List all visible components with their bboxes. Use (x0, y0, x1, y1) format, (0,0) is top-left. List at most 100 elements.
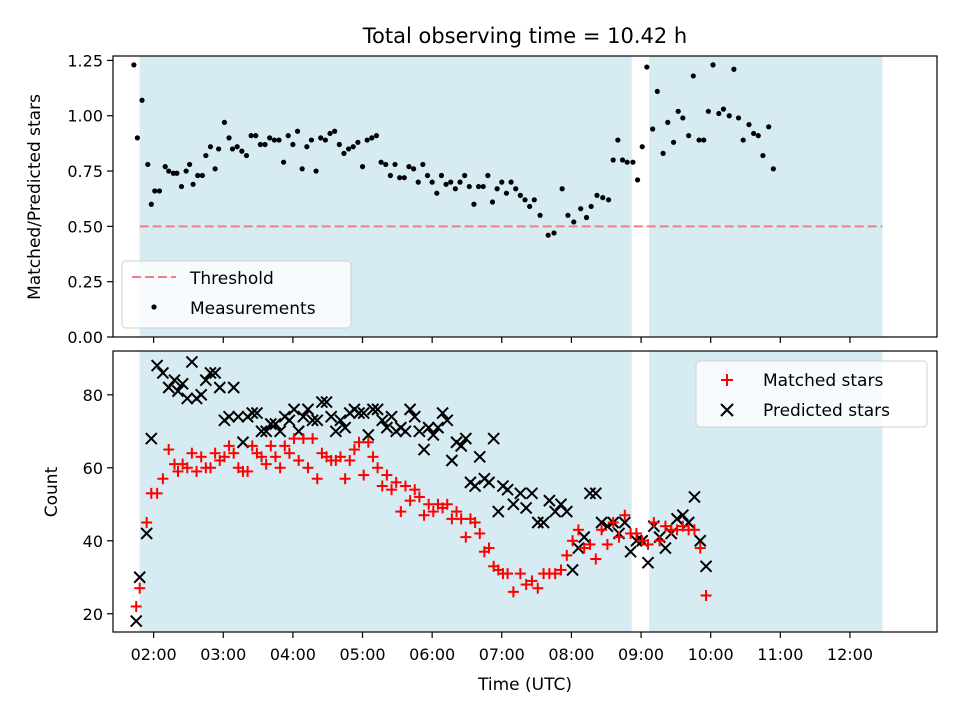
predicted-star-stroke (199, 373, 213, 387)
predicted-star-stroke (194, 388, 208, 401)
x-tick-label: 07:00 (479, 645, 525, 664)
top-y-tick-label: 1.00 (67, 107, 103, 126)
matched-star-marker (395, 506, 407, 518)
predicted-star-stroke (403, 403, 417, 416)
predicted-star-marker (181, 392, 194, 405)
x-tick-label: 03:00 (200, 645, 246, 664)
measurement-point (696, 137, 702, 143)
measurement-point (705, 108, 711, 114)
x-tick-label: 06:00 (409, 645, 455, 664)
measurement-point (565, 212, 571, 218)
measurement-point (429, 179, 435, 185)
matched-star-marker (413, 491, 425, 503)
x-tick-label: 04:00 (270, 645, 316, 664)
top-legend: Threshold Measurements (121, 260, 352, 329)
predicted-star-marker (194, 388, 208, 401)
predicted-star-marker (306, 414, 319, 427)
measurement-point (327, 130, 333, 137)
matched-star-marker (195, 451, 207, 463)
predicted-star-marker (168, 373, 181, 387)
bottom-y-tick-label: 80 (83, 386, 103, 405)
measurement-point (341, 150, 347, 156)
measurement-point (760, 152, 766, 159)
matched-star-marker (502, 568, 514, 580)
predicted-star-stroke (168, 373, 181, 387)
matched-star-marker (409, 484, 421, 496)
measurement-point (583, 214, 590, 221)
measurement-point (634, 177, 641, 183)
matched-star-marker (242, 465, 254, 477)
matched-star-marker (671, 524, 683, 536)
predicted-star-stroke (301, 403, 315, 416)
measurement-point (448, 179, 454, 185)
matched-star-marker (265, 440, 277, 452)
measurement-point (369, 135, 375, 141)
measurement-point (392, 161, 398, 168)
predicted-star-marker (329, 425, 343, 438)
measurement-point (299, 166, 305, 172)
predicted-star-stroke (417, 443, 431, 456)
predicted-star-marker (694, 534, 707, 547)
measurement-point (489, 199, 496, 205)
predicted-star-stroke (204, 366, 217, 380)
predicted-star-marker (630, 534, 643, 547)
measurement-point (397, 175, 403, 181)
predicted-star-stroke (133, 571, 146, 584)
predicted-star-marker (380, 421, 394, 434)
bottom-legend-box (695, 360, 928, 428)
predicted-star-stroke (324, 410, 338, 423)
matched-star-marker (269, 451, 281, 463)
threshold-legend-label: Threshold (189, 269, 274, 289)
top-measurement-points (131, 62, 776, 238)
matched-star-marker (288, 433, 300, 445)
bottom-y-ticks: 20 40 60 80 (83, 386, 113, 624)
measurement-point (226, 135, 232, 141)
predicted-star-marker (468, 479, 482, 493)
predicted-star-stroke (329, 425, 343, 438)
predicted-star-marker (213, 381, 226, 394)
predicted-star-stroke (468, 479, 482, 493)
predicted-star-stroke (311, 414, 324, 427)
measurement-point (610, 157, 616, 163)
predicted-star-stroke (630, 534, 643, 547)
predicted-star-stroke (537, 516, 550, 529)
measurement-point (665, 119, 671, 125)
measurement-point (619, 157, 626, 163)
matched-star-marker (694, 542, 706, 554)
predicted-star-stroke (320, 395, 333, 409)
predicted-star-stroke (130, 614, 143, 628)
matched-star-marker (376, 480, 388, 492)
matched-star-marker (134, 582, 146, 594)
measurement-point (239, 148, 245, 154)
predicted-star-stroke (572, 541, 585, 555)
predicted-star-stroke (454, 439, 468, 453)
predicted-star-marker (255, 425, 268, 438)
predicted-star-marker (676, 509, 690, 522)
matched-star-marker (172, 465, 184, 477)
predicted-star-marker (403, 403, 417, 416)
measurement-point (644, 64, 650, 70)
predicted-star-marker (357, 406, 370, 420)
predicted-star-stroke (531, 516, 544, 529)
measurement-point (216, 146, 222, 152)
predicted-star-stroke (554, 498, 568, 511)
predicted-stars-legend-swatch (720, 403, 734, 417)
predicted-star-stroke (422, 421, 435, 434)
predicted-star-stroke (507, 498, 520, 511)
measurement-point (148, 201, 154, 207)
predicted-star-stroke (548, 505, 562, 518)
predicted-star-stroke (408, 410, 421, 423)
top-y-tick-label: 0.00 (67, 328, 103, 347)
measurement-point (178, 183, 185, 190)
predicted-star-marker (501, 483, 514, 496)
predicted-star-marker (492, 505, 505, 518)
predicted-star-stroke (213, 381, 226, 394)
predicted-star-stroke (482, 476, 496, 489)
matched-star-marker (451, 506, 463, 518)
matched-star-marker (141, 517, 153, 529)
predicted-star-marker (531, 516, 544, 529)
predicted-star-marker (688, 490, 701, 504)
predicted-star-stroke (273, 425, 287, 438)
measurement-point (527, 203, 533, 210)
